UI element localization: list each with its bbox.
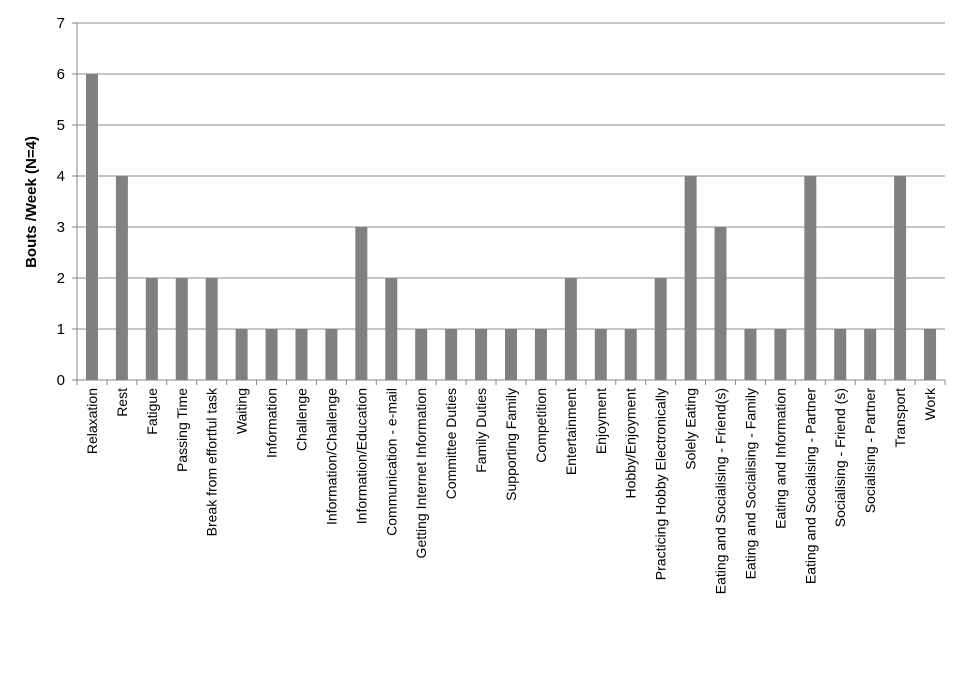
y-tick-label: 4 (57, 168, 65, 185)
x-tick-label: Getting Internet Information (413, 388, 429, 558)
x-tick-label: Fatigue (144, 388, 160, 435)
bar (385, 278, 398, 380)
bar (924, 329, 937, 380)
bar (684, 176, 697, 380)
x-tick-label: Socialising - Partner (862, 388, 878, 514)
x-tick-label: Eating and Information (772, 388, 788, 529)
x-tick-label: Transport (892, 388, 908, 448)
x-tick-label: Information/Challenge (323, 388, 339, 525)
bar (744, 329, 757, 380)
x-tick-label: Hobby/Enjoyment (623, 388, 639, 499)
x-tick-label: Work (922, 387, 938, 420)
y-tick-label: 3 (57, 219, 65, 236)
bar (534, 329, 547, 380)
bar (594, 329, 607, 380)
x-tick-label: Break from effortful task (204, 387, 220, 536)
y-tick-label: 2 (57, 270, 65, 287)
bar (894, 176, 907, 380)
bar (175, 278, 188, 380)
y-tick-label: 5 (57, 117, 65, 134)
x-tick-label: Committee Duties (443, 388, 459, 499)
bar (115, 176, 128, 380)
bar (475, 329, 488, 380)
y-tick-label: 7 (57, 15, 65, 32)
y-tick-label: 1 (57, 321, 65, 338)
bar (564, 278, 577, 380)
x-tick-label: Eating and Socialising - Family (742, 388, 758, 579)
x-tick-label: Solely Eating (683, 388, 699, 470)
x-tick-label: Entertainment (563, 388, 579, 475)
bar (205, 278, 218, 380)
bar (325, 329, 338, 380)
x-tick-label: Challenge (293, 388, 309, 451)
x-tick-label: Competition (533, 388, 549, 463)
bar (145, 278, 158, 380)
bar (85, 74, 98, 380)
x-tick-label: Eating and Socialising - Friend(s) (713, 388, 729, 594)
x-tick-label: Waiting (234, 388, 250, 434)
x-tick-label: Enjoyment (593, 388, 609, 454)
bar (445, 329, 458, 380)
bar (235, 329, 248, 380)
bar (624, 329, 637, 380)
x-tick-label: Information/Education (353, 388, 369, 524)
bar (265, 329, 278, 380)
bar (804, 176, 817, 380)
bar (714, 227, 727, 380)
x-tick-label: Passing Time (174, 388, 190, 472)
bar (295, 329, 308, 380)
bar (355, 227, 368, 380)
bar (654, 278, 667, 380)
x-tick-label: Information (264, 388, 280, 458)
x-tick-label: Relaxation (84, 388, 100, 454)
x-tick-label: Socialising - Friend (s) (832, 388, 848, 527)
x-tick-label: Eating and Socialising - Partner (802, 388, 818, 584)
x-tick-label: Family Duties (473, 388, 489, 473)
y-axis-label: Bouts /Week (N=4) (23, 136, 40, 268)
x-tick-label: Practicing Hobby Electronically (653, 388, 669, 580)
y-tick-label: 0 (57, 372, 65, 389)
x-tick-label: Communication - e-mail (383, 388, 399, 536)
y-tick-label: 6 (57, 66, 65, 83)
bar (864, 329, 877, 380)
x-tick-label: Supporting Family (503, 388, 519, 501)
bar (505, 329, 517, 380)
bar (415, 329, 428, 380)
x-tick-label: Rest (114, 388, 130, 417)
bar (834, 329, 847, 380)
bar (774, 329, 787, 380)
